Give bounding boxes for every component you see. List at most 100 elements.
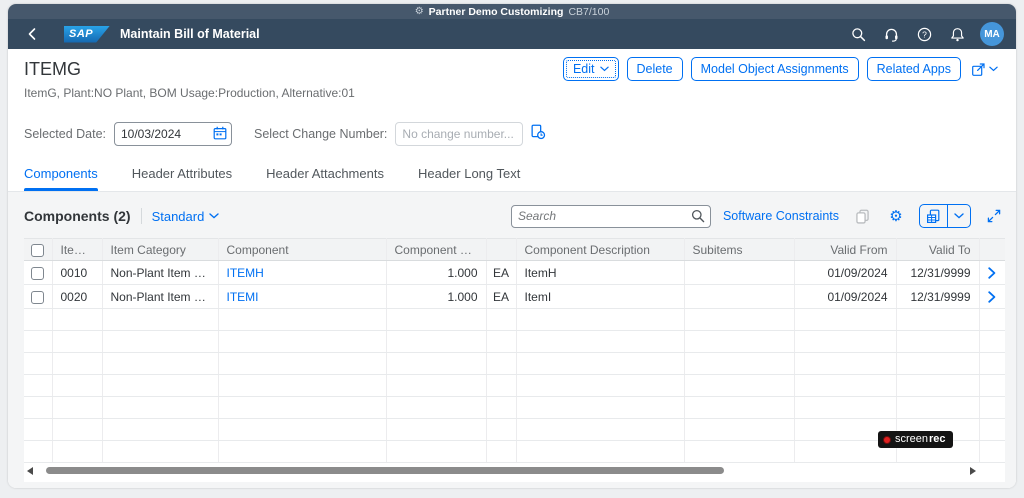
row-checkbox[interactable] <box>31 266 45 280</box>
selected-date-label: Selected Date: <box>24 127 106 141</box>
change-number-icon[interactable] <box>530 124 546 145</box>
scroll-left-arrow-icon[interactable] <box>27 466 33 475</box>
scrollbar-track[interactable] <box>37 466 966 475</box>
fullscreen-expand-icon[interactable] <box>983 205 1005 227</box>
cell-unit: EA <box>486 260 517 285</box>
tab-header-long-text[interactable]: Header Long Text <box>417 166 521 181</box>
export-spreadsheet-icon[interactable] <box>920 205 947 227</box>
components-section: Components (2) Standard Software Constra… <box>8 192 1016 488</box>
empty-row <box>24 396 1005 419</box>
avatar[interactable]: MA <box>980 22 1004 46</box>
chevron-down-icon <box>989 66 998 72</box>
cell-description: ItemH <box>516 260 685 285</box>
system-title: Partner Demo Customizing <box>428 5 564 18</box>
cell-valid-to: 12/31/9999 <box>896 284 980 309</box>
search-icon[interactable] <box>691 209 705 228</box>
cell-item-no: 0020 <box>52 284 103 309</box>
component-link[interactable]: ITEMH <box>226 265 264 280</box>
row-navigation-chevron-icon[interactable] <box>988 267 996 280</box>
table-row[interactable]: 0020 Non-Plant Item (S) ITEMI 1.000 EA I… <box>24 284 1005 309</box>
svg-text:?: ? <box>922 29 927 39</box>
cell-valid-from: 01/09/2024 <box>794 260 897 285</box>
export-split-button <box>919 204 971 228</box>
column-item-no: Item N... <box>52 238 103 261</box>
empty-row <box>24 418 1005 441</box>
change-number-input[interactable] <box>395 122 524 146</box>
components-table: Item N... Item Category Component Compon… <box>24 238 1005 482</box>
search-icon[interactable] <box>848 24 868 44</box>
sap-logo[interactable]: SAP <box>64 25 110 43</box>
table-toolbar: Components (2) Standard Software Constra… <box>24 202 1005 230</box>
column-valid-from: Valid From <box>794 238 897 261</box>
cell-subitems <box>684 284 795 309</box>
table-title: Components (2) <box>24 208 131 224</box>
cell-valid-from: 01/09/2024 <box>794 284 897 309</box>
horizontal-scrollbar[interactable] <box>24 463 979 478</box>
calendar-icon[interactable] <box>213 126 227 145</box>
row-checkbox[interactable] <box>31 290 45 304</box>
system-bar: ⚙ Partner Demo Customizing CB7/100 <box>8 4 1016 19</box>
select-all-checkbox[interactable] <box>31 243 45 257</box>
page-title: ITEMG <box>24 59 81 79</box>
chevron-down-icon <box>209 213 220 219</box>
cell-item-category: Non-Plant Item (S) <box>102 284 219 309</box>
divider <box>947 205 948 227</box>
system-id: CB7/100 <box>568 5 610 18</box>
change-number-label: Select Change Number: <box>254 127 388 141</box>
cell-description: ItemI <box>516 284 685 309</box>
empty-row <box>24 308 1005 331</box>
column-subitems: Subitems <box>684 238 795 261</box>
model-object-assignments-button[interactable]: Model Object Assignments <box>690 57 859 81</box>
app-window: ⚙ Partner Demo Customizing CB7/100 SAP M… <box>8 4 1016 488</box>
cell-unit: EA <box>486 284 517 309</box>
share-button[interactable] <box>969 62 1000 77</box>
divider <box>140 208 142 224</box>
view-selector[interactable]: Standard <box>152 209 220 224</box>
export-menu-chevron-icon[interactable] <box>948 205 970 227</box>
filter-bar: Selected Date: Select Change Number: <box>8 100 1016 146</box>
scrollbar-thumb[interactable] <box>46 467 725 474</box>
cell-item-category: Non-Plant Item (S) <box>102 260 219 285</box>
settings-gear-icon[interactable]: ⚙ <box>889 207 903 225</box>
screenrec-watermark: screen rec <box>878 431 953 448</box>
record-dot-icon <box>883 435 891 444</box>
empty-row <box>24 352 1005 375</box>
cell-quantity: 1.000 <box>386 260 487 285</box>
scroll-right-arrow-icon[interactable] <box>970 466 976 475</box>
tab-header-attributes[interactable]: Header Attributes <box>131 166 233 181</box>
table-header-row: Item N... Item Category Component Compon… <box>24 238 1005 261</box>
column-component: Component <box>218 238 387 261</box>
share-icon <box>972 62 985 76</box>
edit-button[interactable]: Edit <box>562 57 619 81</box>
cell-subitems <box>684 260 795 285</box>
notifications-bell-icon[interactable] <box>947 24 967 44</box>
page-subtitle: ItemG, Plant:NO Plant, BOM Usage:Product… <box>24 86 355 100</box>
column-component-quantity: Component Quantity <box>386 238 487 261</box>
tab-components[interactable]: Components <box>24 166 98 191</box>
column-valid-to: Valid To <box>896 238 980 261</box>
cell-valid-to: 12/31/9999 <box>896 260 980 285</box>
app-title: Maintain Bill of Material <box>120 27 260 41</box>
empty-row <box>24 374 1005 397</box>
help-icon[interactable]: ? <box>914 24 934 44</box>
search-input[interactable] <box>510 204 711 228</box>
delete-button[interactable]: Delete <box>626 57 683 81</box>
empty-row <box>24 330 1005 353</box>
back-icon[interactable] <box>18 23 46 45</box>
support-headset-icon[interactable] <box>881 24 901 44</box>
cell-item-no: 0010 <box>52 260 103 285</box>
cell-quantity: 1.000 <box>386 284 487 309</box>
tab-bar: Components Header Attributes Header Atta… <box>8 146 1016 192</box>
customizing-gears-icon: ⚙ <box>414 5 424 17</box>
row-navigation-chevron-icon[interactable] <box>988 291 996 304</box>
copy-icon[interactable] <box>851 205 873 227</box>
column-unit <box>486 238 517 261</box>
table-row[interactable]: 0010 Non-Plant Item (S) ITEMH 1.000 EA I… <box>24 260 1005 285</box>
selected-date-input[interactable] <box>114 122 232 146</box>
software-constraints-button[interactable]: Software Constraints <box>722 209 839 223</box>
shell-header: SAP Maintain Bill of Material ? MA <box>8 19 1016 49</box>
component-link[interactable]: ITEMI <box>226 289 259 304</box>
chevron-down-icon <box>599 66 609 72</box>
tab-header-attachments[interactable]: Header Attachments <box>266 166 384 181</box>
related-apps-button[interactable]: Related Apps <box>866 57 961 81</box>
